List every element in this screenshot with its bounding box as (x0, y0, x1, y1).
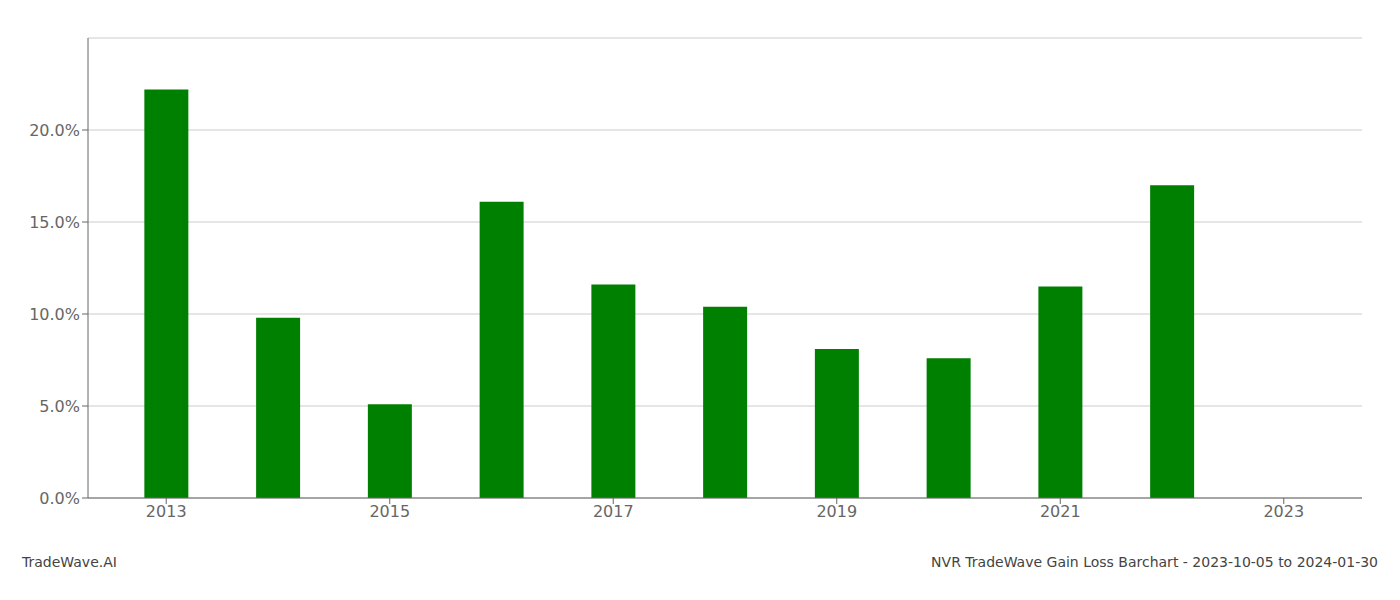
svg-text:0.0%: 0.0% (39, 489, 80, 508)
svg-text:2023: 2023 (1263, 502, 1304, 521)
html-text:TradeWave.AI: TradeWave.AI (22, 554, 117, 570)
svg-text:10.0%: 10.0% (29, 305, 80, 324)
svg-text:2019: 2019 (816, 502, 857, 521)
svg-text:2021: 2021 (1040, 502, 1081, 521)
svg-text:2015: 2015 (369, 502, 410, 521)
html-text:NVR TradeWave Gain Loss Barcha: NVR TradeWave Gain Loss Barchart - 2023-… (931, 554, 1378, 570)
svg-text:2013: 2013 (146, 502, 187, 521)
svg-text:2017: 2017 (593, 502, 634, 521)
svg-text:20.0%: 20.0% (29, 121, 80, 140)
svg-text:5.0%: 5.0% (39, 397, 80, 416)
svg-text:15.0%: 15.0% (29, 213, 80, 232)
